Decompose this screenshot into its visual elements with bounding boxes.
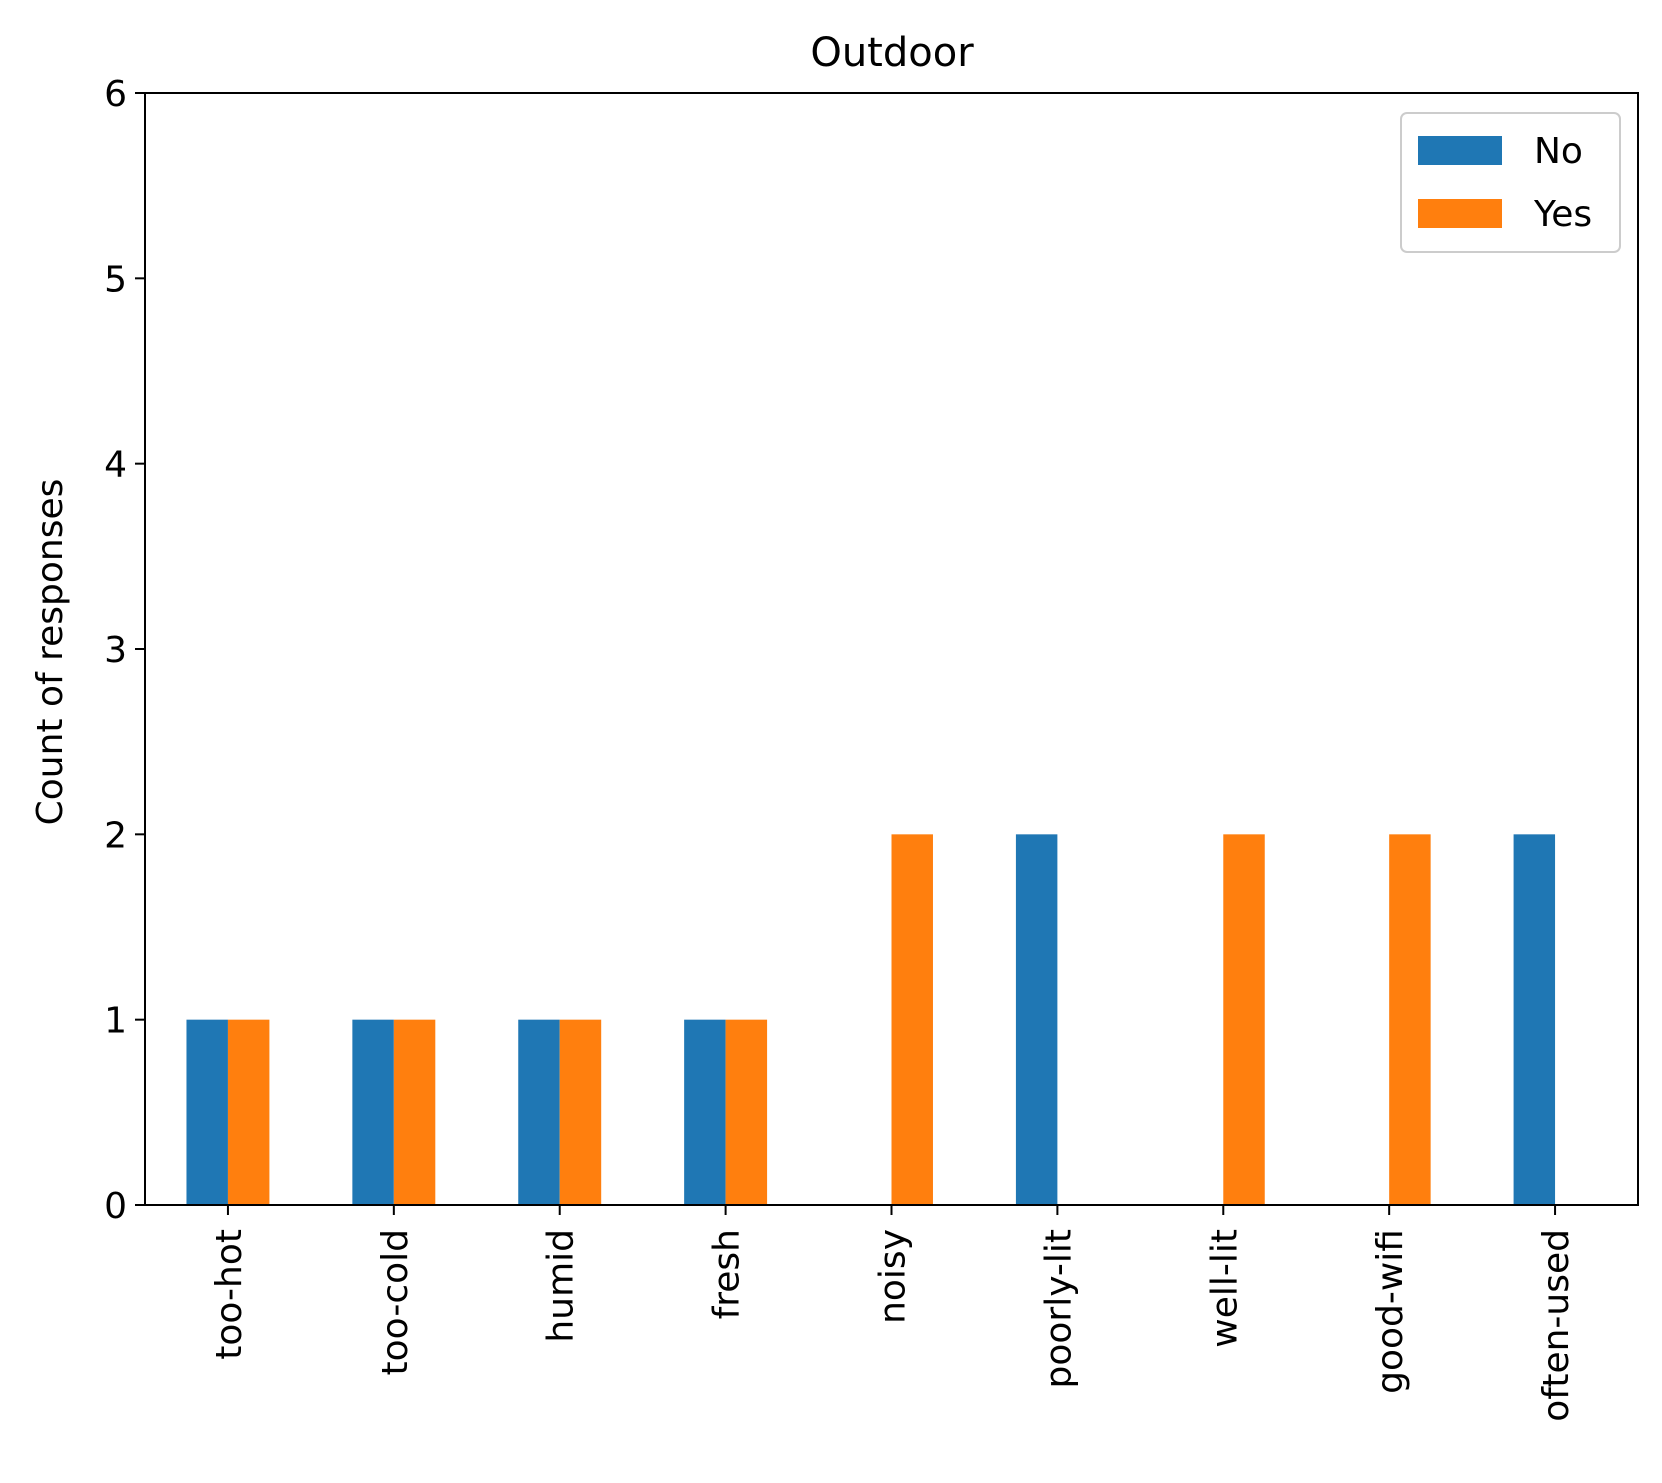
y-tick-label: 5 xyxy=(104,259,127,300)
x-tick-label: too-hot xyxy=(209,1229,250,1360)
y-axis-label: Count of responses xyxy=(30,479,71,826)
x-tick-label: often-used xyxy=(1536,1229,1577,1422)
y-tick-label: 0 xyxy=(104,1186,127,1227)
bar-no-poorly-lit xyxy=(1015,834,1058,1205)
y-tick-label: 6 xyxy=(104,74,127,115)
x-tick-label: good-wifi xyxy=(1370,1229,1411,1394)
bar-no-too-hot xyxy=(186,1019,228,1205)
bar-yes-humid xyxy=(559,1019,602,1205)
y-tick-label: 4 xyxy=(104,445,127,486)
bar-yes-well-lit xyxy=(1223,834,1265,1205)
x-tick-label: noisy xyxy=(873,1229,914,1324)
legend-label-no: No xyxy=(1534,131,1583,172)
bar-yes-too-hot xyxy=(227,1019,270,1205)
legend-swatch-no xyxy=(1418,136,1502,165)
legend: No Yes xyxy=(1400,112,1621,253)
y-tick-label: 1 xyxy=(104,1001,127,1042)
x-tick-label: fresh xyxy=(707,1229,748,1319)
chart-title: Outdoor xyxy=(810,30,974,76)
y-axis: 0 1 2 3 4 5 6 xyxy=(104,74,145,1227)
bar-no-fresh xyxy=(684,1019,726,1205)
bar-no-humid xyxy=(518,1019,560,1205)
y-tick-label: 2 xyxy=(104,815,127,856)
bars-group xyxy=(186,834,1556,1205)
bar-yes-fresh xyxy=(725,1019,768,1205)
bar-no-often-used xyxy=(1513,834,1556,1205)
x-tick-label: poorly-lit xyxy=(1038,1229,1079,1389)
plot-frame xyxy=(144,92,1639,1206)
bar-yes-good-wifi xyxy=(1389,834,1431,1205)
x-tick-label: humid xyxy=(541,1229,582,1343)
x-axis: too-hot too-cold humid fresh noisy poorly-lit… xyxy=(209,1205,1577,1422)
legend-swatch-yes xyxy=(1418,199,1502,228)
x-tick-label: well-lit xyxy=(1204,1229,1245,1348)
y-tick-label: 3 xyxy=(104,630,127,671)
x-tick-label: too-cold xyxy=(375,1229,416,1376)
bar-no-too-cold xyxy=(352,1019,394,1205)
legend-label-yes: Yes xyxy=(1533,194,1592,235)
bar-yes-noisy xyxy=(891,834,933,1205)
bar-yes-too-cold xyxy=(393,1019,436,1205)
